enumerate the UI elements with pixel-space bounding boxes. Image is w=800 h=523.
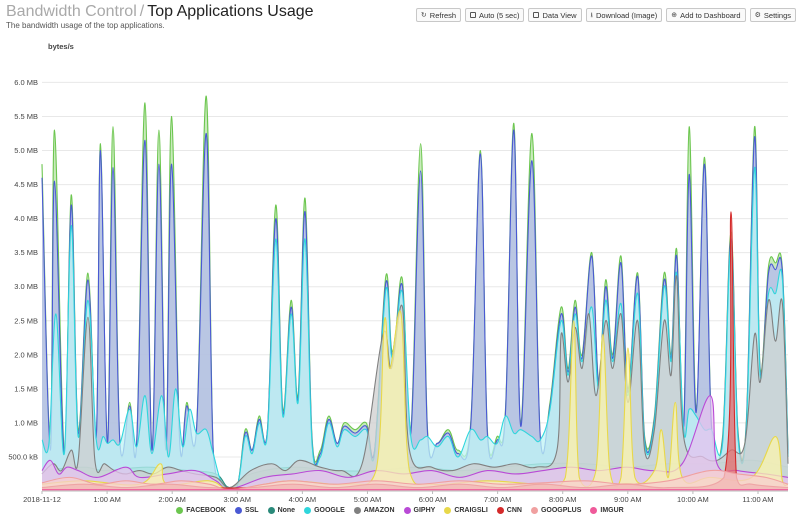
legend-item-none[interactable]: None	[267, 507, 296, 514]
legend-label: CRAIGSLI	[454, 507, 488, 514]
y-tick-label: 3.0 MB	[14, 282, 38, 291]
settings-label: Settings	[763, 10, 791, 20]
legend-dot-icon	[267, 507, 275, 514]
add-to-dashboard-button[interactable]: ⊕ Add to Dashboard	[666, 8, 746, 22]
download-icon: ⭳	[590, 11, 593, 19]
legend-item-ssl[interactable]: SSL	[234, 507, 259, 514]
download-image-button[interactable]: ⭳ Download (Image)	[585, 8, 663, 22]
chart-axes: 500.0 kB 1.0 MB 1.5 MB 2.0 MB 2.5 MB 3.0 MB 3.…	[8, 78, 788, 504]
legend-label: FACEBOOK	[186, 507, 226, 514]
legend-label: GOOGPLUS	[540, 507, 582, 514]
checkbox-icon	[470, 12, 477, 18]
x-tick-label: 11:00 AM	[742, 495, 773, 504]
series-area-googplus	[42, 470, 788, 491]
x-tick-label: 10:00 AM	[677, 495, 709, 504]
legend-label: CNN	[506, 507, 522, 514]
legend-label: IMGUR	[600, 507, 624, 514]
legend-dot-icon	[234, 507, 242, 514]
legend-item-cnn[interactable]: CNN	[496, 507, 522, 514]
y-tick-label: 4.0 MB	[14, 214, 38, 223]
chart-legend: FACEBOOK SSL None GOOGLE AMAZON GIPHY CRAIGSLI…	[0, 507, 800, 514]
auto-refresh-button[interactable]: Auto (5 sec)	[465, 8, 525, 22]
refresh-icon: ↻	[420, 11, 427, 19]
refresh-label: Refresh	[429, 10, 457, 20]
legend-dot-icon	[403, 507, 411, 514]
y-tick-label: 5.5 MB	[14, 112, 38, 121]
page-title-text: Top Applications Usage	[147, 3, 314, 20]
y-tick-label: 2.5 MB	[14, 316, 38, 325]
series-line-google	[41, 166, 789, 491]
bandwidth-area-chart: 500.0 kB 1.0 MB 1.5 MB 2.0 MB 2.5 MB 3.0 MB 3.…	[8, 42, 789, 504]
legend-dot-icon	[590, 507, 598, 514]
refresh-button[interactable]: ↻ Refresh	[415, 8, 462, 22]
settings-button[interactable]: ⚙ Settings	[749, 8, 796, 22]
gear-icon: ⚙	[754, 11, 761, 19]
toolbar: ↻ Refresh Auto (5 sec) Data View ⭳ Downl…	[415, 8, 796, 22]
x-tick-label: 4:00 AM	[289, 495, 317, 504]
legend-item-google[interactable]: GOOGLE	[304, 507, 345, 514]
x-tick-label: 7:00 AM	[484, 495, 512, 504]
checkbox-icon	[533, 12, 540, 18]
y-tick-label: 1.0 MB	[14, 418, 38, 427]
breadcrumb-link[interactable]: Bandwidth Control	[6, 3, 137, 20]
series-line-googplus	[41, 469, 789, 491]
legend-item-giphy[interactable]: GIPHY	[403, 507, 436, 514]
x-tick-label: 8:00 AM	[549, 495, 577, 504]
legend-dot-icon	[304, 507, 312, 514]
legend-dot-icon	[444, 507, 452, 514]
legend-item-amazon[interactable]: AMAZON	[353, 507, 395, 514]
series-areas	[41, 95, 789, 492]
y-axis-label: bytes/s	[48, 42, 74, 51]
y-tick-label: 500.0 kB	[8, 452, 38, 461]
plus-circle-icon: ⊕	[671, 11, 678, 19]
add-to-dashboard-label: Add to Dashboard	[680, 10, 741, 20]
y-tick-label: 6.0 MB	[14, 78, 38, 87]
y-tick-label: 5.0 MB	[14, 146, 38, 155]
legend-dot-icon	[496, 507, 504, 514]
y-tick-label: 2.0 MB	[14, 350, 38, 359]
x-tick-label: 2018-11-12	[23, 495, 61, 504]
x-tick-label: 1:00 AM	[93, 495, 121, 504]
x-tick-label: 9:00 AM	[614, 495, 642, 504]
y-tick-label: 1.5 MB	[14, 384, 38, 393]
legend-label: GIPHY	[413, 507, 436, 514]
data-view-label: Data View	[542, 10, 577, 20]
page-subtitle: The bandwidth usage of the top applicati…	[6, 21, 165, 30]
x-tick-label: 6:00 AM	[419, 495, 447, 504]
x-tick-label: 5:00 AM	[354, 495, 382, 504]
legend-label: GOOGLE	[314, 507, 345, 514]
y-tick-label: 3.5 MB	[14, 248, 38, 257]
data-view-button[interactable]: Data View	[528, 8, 582, 22]
page-header: Bandwidth Control / Top Applications Usage…	[6, 2, 796, 34]
download-label: Download (Image)	[595, 10, 658, 20]
legend-label: None	[277, 507, 296, 514]
legend-dot-icon	[353, 507, 361, 514]
breadcrumb-separator: /	[139, 3, 145, 20]
legend-item-googplus[interactable]: GOOGPLUS	[530, 507, 582, 514]
y-tick-label: 4.5 MB	[14, 180, 38, 189]
auto-refresh-label: Auto (5 sec)	[479, 10, 520, 20]
legend-label: AMAZON	[363, 507, 395, 514]
x-tick-label: 3:00 AM	[224, 495, 252, 504]
x-tick-label: 2:00 AM	[158, 495, 186, 504]
legend-label: SSL	[244, 507, 259, 514]
series-line-amazon	[41, 275, 789, 489]
page-title: Bandwidth Control / Top Applications Usage	[6, 3, 314, 21]
legend-item-imgur[interactable]: IMGUR	[590, 507, 624, 514]
legend-dot-icon	[530, 507, 538, 514]
legend-dot-icon	[176, 507, 184, 514]
legend-item-craigsli[interactable]: CRAIGSLI	[444, 507, 488, 514]
legend-item-facebook[interactable]: FACEBOOK	[176, 507, 226, 514]
